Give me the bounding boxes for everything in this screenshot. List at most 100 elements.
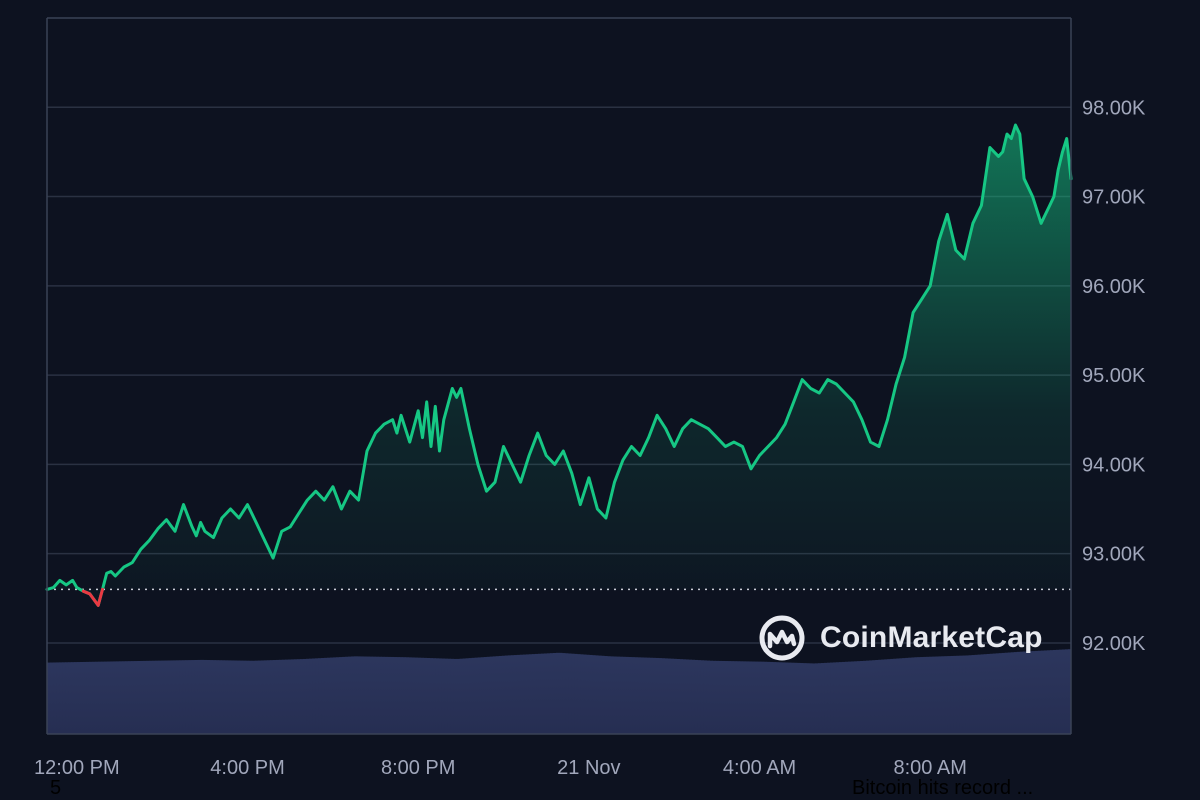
volume-bar [227, 660, 232, 734]
volume-bar [616, 656, 620, 734]
volume-bar [263, 660, 268, 734]
volume-bar [938, 656, 942, 734]
volume-bar [471, 657, 476, 734]
volume-bar [778, 662, 783, 734]
volume-bar [929, 656, 933, 734]
volume-bar [230, 660, 235, 734]
volume-bar [242, 660, 247, 734]
volume-bar [643, 657, 647, 734]
volume-bar [745, 661, 750, 734]
volume-bar [1001, 652, 1006, 734]
volume-bar [426, 657, 430, 734]
volume-bar [113, 661, 117, 734]
volume-bar [278, 659, 283, 734]
volume-bar [634, 657, 638, 734]
volume-bar [486, 656, 491, 734]
volume-bar [170, 660, 174, 734]
news-headline-link[interactable]: Bitcoin hits record ... [852, 777, 1034, 799]
volume-bar [143, 660, 147, 734]
price-area [47, 125, 1071, 606]
y-tick-label: 92.00K [1082, 633, 1146, 655]
volume-bar [423, 657, 427, 734]
volume-bar [658, 658, 662, 734]
volume-bar [628, 657, 632, 734]
volume-bar [842, 661, 846, 734]
volume-bar [992, 653, 997, 734]
volume-bar [89, 661, 93, 734]
volume-bar [1004, 652, 1009, 734]
volume-bar [116, 661, 120, 734]
volume-bar [552, 652, 557, 734]
volume-bar [501, 655, 506, 734]
volume-bar [432, 658, 436, 734]
volume-bar [613, 656, 617, 734]
volume-bar [203, 659, 208, 734]
volume-bar [293, 659, 298, 734]
volume-bar [275, 659, 280, 734]
volume-bar [522, 654, 527, 734]
volume-bar [540, 653, 545, 734]
volume-bar [586, 654, 590, 734]
volume-bar [965, 655, 969, 734]
volume-bar [441, 658, 445, 734]
volume-bar [327, 657, 331, 734]
volume-bar [742, 661, 747, 734]
volume-bar [917, 657, 921, 734]
volume-bar [224, 660, 229, 734]
volume-bar [62, 662, 66, 734]
volume-bar [890, 658, 894, 734]
price-line-group [45, 123, 1073, 607]
x-tick-label: 21 Nov [557, 757, 620, 779]
volume-bar [766, 661, 771, 734]
volume-bar [80, 661, 84, 734]
volume-bar [854, 661, 858, 734]
volume-bar [1010, 652, 1015, 734]
price-line [45, 123, 1073, 607]
volume-bar [236, 660, 241, 734]
volume-bar [330, 657, 334, 734]
volume-bar [830, 662, 834, 734]
volume-bar [968, 655, 973, 734]
volume-bar [1040, 650, 1045, 734]
volume-bar [372, 656, 376, 734]
volume-bar [595, 655, 599, 734]
y-tick-label: 98.00K [1082, 97, 1146, 119]
y-axis-ticks: 92.00K 93.00K 94.00K 95.00K 96.00K 97.00K 98.0… [1082, 97, 1146, 655]
volume-bar [342, 656, 346, 734]
volume-bar [402, 657, 406, 734]
x-tick-label: 4:00 PM [210, 757, 284, 779]
volume-bar [137, 660, 141, 734]
x-tick-label: 8:00 AM [894, 757, 967, 779]
y-tick-label: 94.00K [1082, 454, 1146, 476]
volume-bar [251, 660, 256, 734]
volume-bar [56, 662, 60, 734]
volume-bar [429, 658, 433, 734]
volume-bar [821, 663, 825, 734]
volume-bar [1019, 651, 1024, 734]
volume-bar [158, 660, 162, 734]
volume-bar [534, 653, 539, 734]
volume-bar [71, 662, 75, 734]
volume-bar [339, 657, 343, 734]
volume-bar [775, 662, 780, 734]
volume-bar [977, 654, 982, 734]
volume-bar [333, 657, 337, 734]
volume-bar [411, 657, 415, 734]
volume-bar [995, 653, 1000, 734]
volume-bar [266, 660, 271, 734]
volume-bar [519, 654, 524, 734]
volume-bar [676, 658, 680, 734]
volume-bar [185, 660, 189, 734]
volume-bar [324, 657, 328, 734]
volume-bar [694, 659, 698, 734]
volume-bar [739, 661, 744, 734]
volume-bar [555, 652, 560, 734]
x-tick-label: 12:00 PM [34, 757, 120, 779]
volume-bar [932, 656, 936, 734]
volume-bar [1007, 652, 1012, 734]
volume-bar [167, 660, 171, 734]
volume-bar [935, 656, 939, 734]
volume-bar [408, 657, 412, 734]
volume-bar [953, 655, 957, 734]
